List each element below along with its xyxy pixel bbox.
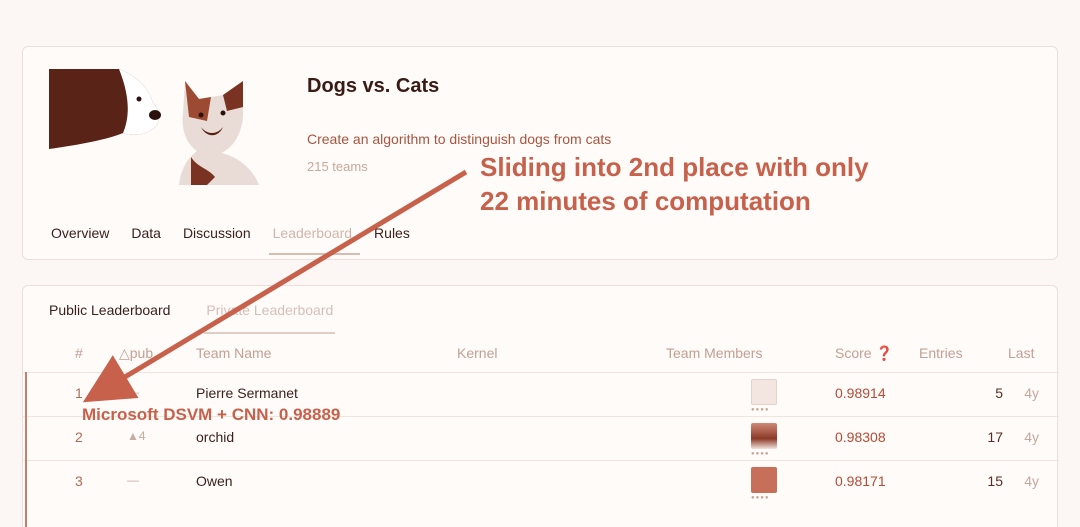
annotation-callout: Sliding into 2nd place with only 22 minu… xyxy=(480,150,869,218)
column-score[interactable]: Score ❓ xyxy=(835,345,893,361)
competition-nav: Overview Data Discussion Leaderboard Rul… xyxy=(51,225,410,255)
row-entries: 5 xyxy=(995,385,1003,401)
row-rank: 1 xyxy=(75,385,83,401)
column-kernel[interactable]: Kernel xyxy=(457,345,498,361)
row-entries: 17 xyxy=(987,429,1003,445)
avatar[interactable] xyxy=(751,467,777,493)
row-rank: 3 xyxy=(75,473,83,489)
avatar-tier-dots: ●●●● xyxy=(751,495,770,501)
row-delta: — xyxy=(127,473,139,487)
row-team-name[interactable]: Owen xyxy=(196,473,233,489)
competition-title: Dogs vs. Cats xyxy=(307,75,440,97)
row-last: 4y xyxy=(1024,473,1039,489)
column-last[interactable]: Last xyxy=(1008,345,1035,361)
column-team-members: Team Members xyxy=(666,345,763,361)
row-delta: — xyxy=(127,385,139,399)
tab-discussion[interactable]: Discussion xyxy=(182,225,251,241)
tab-overview[interactable]: Overview xyxy=(51,225,110,241)
row-rank: 2 xyxy=(75,429,83,445)
avatar[interactable] xyxy=(751,423,777,449)
tab-public-leaderboard[interactable]: Public Leaderboard xyxy=(49,302,171,318)
avatar[interactable] xyxy=(751,379,777,405)
row-score: 0.98308 xyxy=(835,429,886,445)
column-delta[interactable]: △pub xyxy=(119,345,154,361)
row-last: 4y xyxy=(1024,429,1039,445)
callout-line-1: Sliding into 2nd place with only xyxy=(480,152,869,182)
dog-image xyxy=(49,69,161,149)
leaderboard-tabs: Public Leaderboard Private Leaderboard xyxy=(49,302,336,334)
row-last: 4y xyxy=(1024,385,1039,401)
cat-image xyxy=(171,77,263,185)
row-score: 0.98914 xyxy=(835,385,886,401)
row-score: 0.98171 xyxy=(835,473,886,489)
row-team-name[interactable]: orchid xyxy=(196,429,235,445)
tab-data[interactable]: Data xyxy=(131,225,161,241)
tab-leaderboard[interactable]: Leaderboard xyxy=(268,225,361,255)
row-entries: 15 xyxy=(987,473,1003,489)
team-count: 215 teams xyxy=(307,159,368,174)
tab-private-leaderboard[interactable]: Private Leaderboard xyxy=(204,302,336,334)
callout-line-2: 22 minutes of computation xyxy=(480,186,811,216)
avatar-tier-dots: ●●●● xyxy=(751,451,770,457)
column-rank[interactable]: # xyxy=(75,345,83,361)
dsvm-score-annotation: Microsoft DSVM + CNN: 0.98889 xyxy=(82,405,341,424)
row-team-name[interactable]: Pierre Sermanet xyxy=(196,385,298,401)
avatar-tier-dots: ●●●● xyxy=(751,407,770,413)
row-delta: ▲4 xyxy=(127,429,146,443)
highlight-bar xyxy=(25,372,27,527)
table-row[interactable]: 3 — Owen ●●●● 0.98171 15 4y xyxy=(23,460,1059,504)
competition-description: Create an algorithm to distinguish dogs … xyxy=(307,131,612,147)
tab-rules[interactable]: Rules xyxy=(374,225,410,241)
column-team-name[interactable]: Team Name xyxy=(196,345,272,361)
table-row[interactable]: 2 ▲4 orchid ●●●● 0.98308 17 4y xyxy=(23,416,1059,460)
column-entries[interactable]: Entries xyxy=(919,345,963,361)
